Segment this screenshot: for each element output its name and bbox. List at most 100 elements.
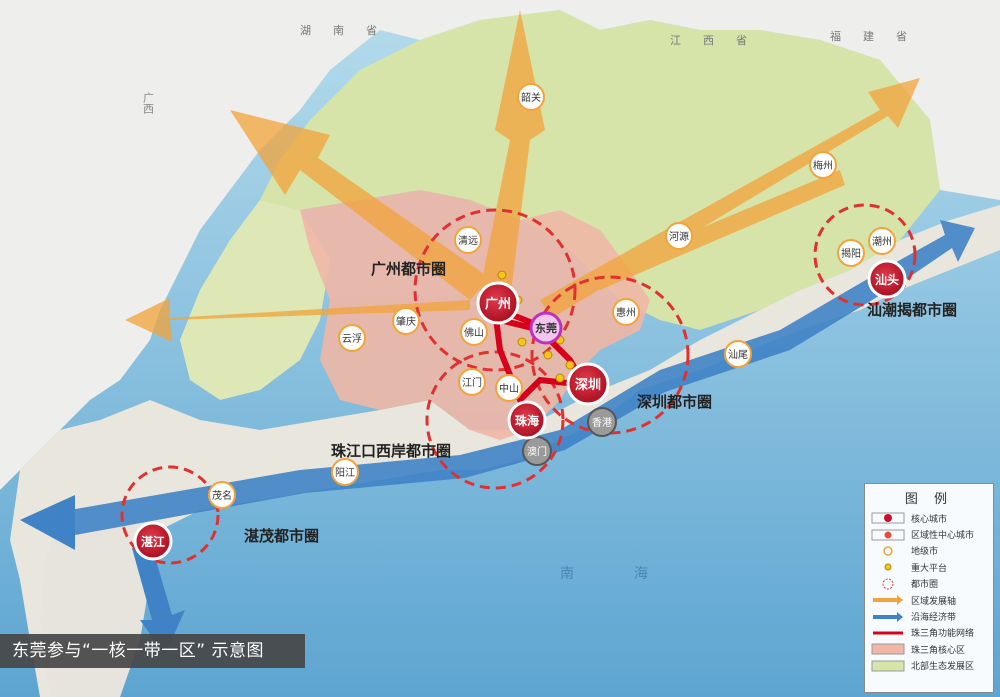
- legend-label: 核心城市: [911, 514, 948, 525]
- major-platform-legend-icon: [871, 561, 905, 573]
- legend-label: 区域性中心城市: [911, 531, 975, 542]
- city-label: 茂名: [212, 489, 232, 502]
- legend-item-metro-circle: 都市圈: [865, 576, 993, 592]
- shantou-metro-circle: [813, 203, 917, 307]
- legend-item-prd-network: 珠三角功能网络: [865, 625, 993, 641]
- prefecture-cities: 韶关 清远 河源 梅州 潮州 揭阳 汕尾 惠州 肇庆 云浮 佛山 江门 中山 阳…: [208, 83, 896, 509]
- core-city-label: 广州: [485, 296, 511, 312]
- metro-circles: [120, 203, 917, 565]
- zhanjiang-metro-circle: [120, 465, 220, 565]
- legend-panel: 图 例 核心城市 区域性中心城市 地级市 重大平台 都市圈 区域发展轴: [864, 483, 994, 693]
- city-label: 惠州: [616, 306, 636, 319]
- shantou-metro-label: 汕潮揭都市圈: [867, 301, 957, 319]
- city-label: 清远: [458, 234, 478, 247]
- guangzhou-metro-label: 广州都市圈: [371, 260, 446, 278]
- city-chaozhou: 潮州: [868, 227, 896, 255]
- coastal-belt-west-arrow: [20, 495, 75, 550]
- prefecture-city-legend-icon: [871, 545, 905, 557]
- coastal-belt-south-arrow: [132, 540, 185, 655]
- shenzhen-metro-circle: [530, 275, 690, 435]
- core-city-label: 深圳: [575, 377, 601, 393]
- map-caption: 东莞参与“一核一带一区” 示意图: [0, 634, 305, 668]
- legend-label: 珠三角核心区: [911, 645, 966, 656]
- legend-item-prefecture-city: 地级市: [865, 543, 993, 559]
- prd-network-legend-icon: [871, 627, 905, 639]
- legend-label: 地级市: [911, 547, 939, 558]
- legend-title: 图 例: [904, 492, 954, 507]
- city-label: 香港: [592, 417, 612, 429]
- pearl-west-metro-circle: [425, 350, 565, 490]
- city-zhongshan: 中山: [495, 374, 523, 402]
- north-eco-legend-icon: [871, 660, 905, 672]
- city-jieyang: 揭阳: [837, 239, 865, 267]
- coastal-economic-belt: [20, 220, 975, 655]
- core-city-dongguan: 东莞: [529, 311, 563, 345]
- city-huizhou: 惠州: [612, 298, 640, 326]
- platform-dot: [517, 337, 527, 347]
- city-label: 梅州: [813, 159, 833, 172]
- core-city-label: 湛江: [141, 534, 165, 549]
- legend-label: 珠三角功能网络: [911, 629, 975, 640]
- city-label: 澳门: [527, 445, 547, 458]
- city-label: 肇庆: [396, 315, 416, 328]
- metro-circle-legend-icon: [871, 578, 905, 590]
- shenzhen-metro-label: 深圳都市圈: [637, 393, 712, 411]
- core-city-legend-icon: [871, 512, 905, 524]
- legend-label: 北部生态发展区: [911, 662, 975, 673]
- city-foshan: 佛山: [460, 318, 488, 346]
- legend-label: 沿海经济带: [911, 613, 957, 624]
- legend-item-regional-center: 区域性中心城市: [865, 526, 993, 542]
- legend-label: 都市圈: [911, 580, 939, 591]
- city-yangjiang: 阳江: [331, 458, 359, 486]
- city-label: 阳江: [335, 467, 355, 479]
- city-meizhou: 梅州: [809, 151, 837, 179]
- city-hongkong: 香港: [587, 407, 617, 437]
- axis-east-meizhou: [600, 170, 845, 290]
- city-label: 云浮: [342, 333, 362, 345]
- fujian-label: 福建省: [830, 29, 929, 43]
- city-heyuan: 河源: [665, 222, 693, 250]
- legend-label: 区域发展轴: [911, 596, 957, 607]
- core-city-zhanjiang: 湛江: [133, 521, 173, 561]
- axis-north-shaoguan: [478, 10, 545, 300]
- city-label: 江门: [462, 376, 482, 389]
- city-qingyuan: 清远: [454, 226, 482, 254]
- region-labels: 江西省 湖南省 福建省: [300, 24, 929, 47]
- city-maoming: 茂名: [208, 481, 236, 509]
- legend-label: 重大平台: [911, 563, 948, 574]
- prd-core-legend-icon: [871, 643, 905, 655]
- axis-west: [125, 298, 470, 342]
- platform-dot: [555, 373, 565, 383]
- south-sea-label: 南海: [560, 566, 708, 582]
- coastal-belt-legend-icon: [871, 611, 905, 623]
- jiangxi-label: 江西省: [670, 34, 769, 47]
- legend-item-prd-core: 珠三角核心区: [865, 641, 993, 657]
- west-green-land: [180, 200, 330, 400]
- north-eco-land: [260, 10, 940, 330]
- legend-item-major-platform: 重大平台: [865, 559, 993, 575]
- guangxi-label: 广西: [142, 92, 155, 114]
- zhanjiang-metro-label: 湛茂都市圈: [244, 527, 319, 545]
- core-city-shenzhen: 深圳: [566, 362, 610, 406]
- city-yunfu: 云浮: [338, 324, 366, 352]
- legend-item-dev-axis: 区域发展轴: [865, 592, 993, 608]
- regional-center-legend-icon: [871, 529, 905, 541]
- core-city-label: 东莞: [535, 321, 557, 335]
- core-cities: 广州 深圳 珠海 汕头 湛江 东莞: [133, 259, 907, 561]
- legend-item-coastal-belt: 沿海经济带: [865, 608, 993, 624]
- pearl-west-metro-label: 珠江口西岸都市圈: [331, 442, 451, 460]
- core-city-guangzhou: 广州: [476, 281, 520, 325]
- city-label: 汕尾: [728, 349, 748, 361]
- city-jiangmen: 江门: [458, 368, 486, 396]
- core-city-label: 珠海: [515, 413, 539, 428]
- guangzhou-metro-circle: [413, 208, 577, 372]
- dev-axis-legend-icon: [871, 594, 905, 606]
- platform-dot: [497, 270, 507, 280]
- city-shanwei: 汕尾: [724, 340, 752, 368]
- platform-dot: [543, 350, 553, 360]
- city-label: 韶关: [521, 91, 541, 104]
- city-label: 潮州: [872, 235, 892, 248]
- metro-circle-labels: 广州都市圈 深圳都市圈 珠江口西岸都市圈 汕潮揭都市圈 湛茂都市圈: [244, 260, 957, 545]
- city-macau: 澳门: [522, 436, 552, 466]
